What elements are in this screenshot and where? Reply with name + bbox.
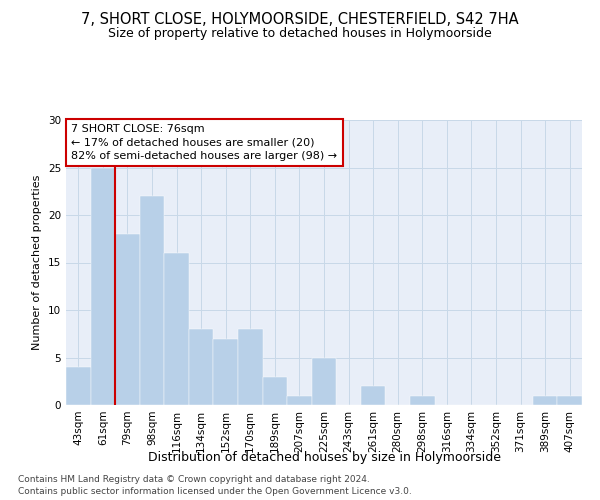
Bar [140, 196, 164, 405]
Y-axis label: Number of detached properties: Number of detached properties [32, 175, 43, 350]
Text: Contains HM Land Registry data © Crown copyright and database right 2024.: Contains HM Land Registry data © Crown c… [18, 475, 370, 484]
Bar [312, 358, 336, 405]
Bar [287, 396, 312, 405]
Bar [214, 338, 238, 405]
Text: Contains public sector information licensed under the Open Government Licence v3: Contains public sector information licen… [18, 487, 412, 496]
Bar [189, 329, 214, 405]
Bar [164, 253, 189, 405]
Bar [115, 234, 140, 405]
Bar [91, 168, 115, 405]
Bar [533, 396, 557, 405]
Text: 7 SHORT CLOSE: 76sqm
← 17% of detached houses are smaller (20)
82% of semi-detac: 7 SHORT CLOSE: 76sqm ← 17% of detached h… [71, 124, 337, 160]
Bar [66, 367, 91, 405]
Text: Distribution of detached houses by size in Holymoorside: Distribution of detached houses by size … [148, 451, 500, 464]
Text: Size of property relative to detached houses in Holymoorside: Size of property relative to detached ho… [108, 28, 492, 40]
Bar [263, 376, 287, 405]
Bar [410, 396, 434, 405]
Bar [557, 396, 582, 405]
Text: 7, SHORT CLOSE, HOLYMOORSIDE, CHESTERFIELD, S42 7HA: 7, SHORT CLOSE, HOLYMOORSIDE, CHESTERFIE… [81, 12, 519, 28]
Bar [361, 386, 385, 405]
Bar [238, 329, 263, 405]
